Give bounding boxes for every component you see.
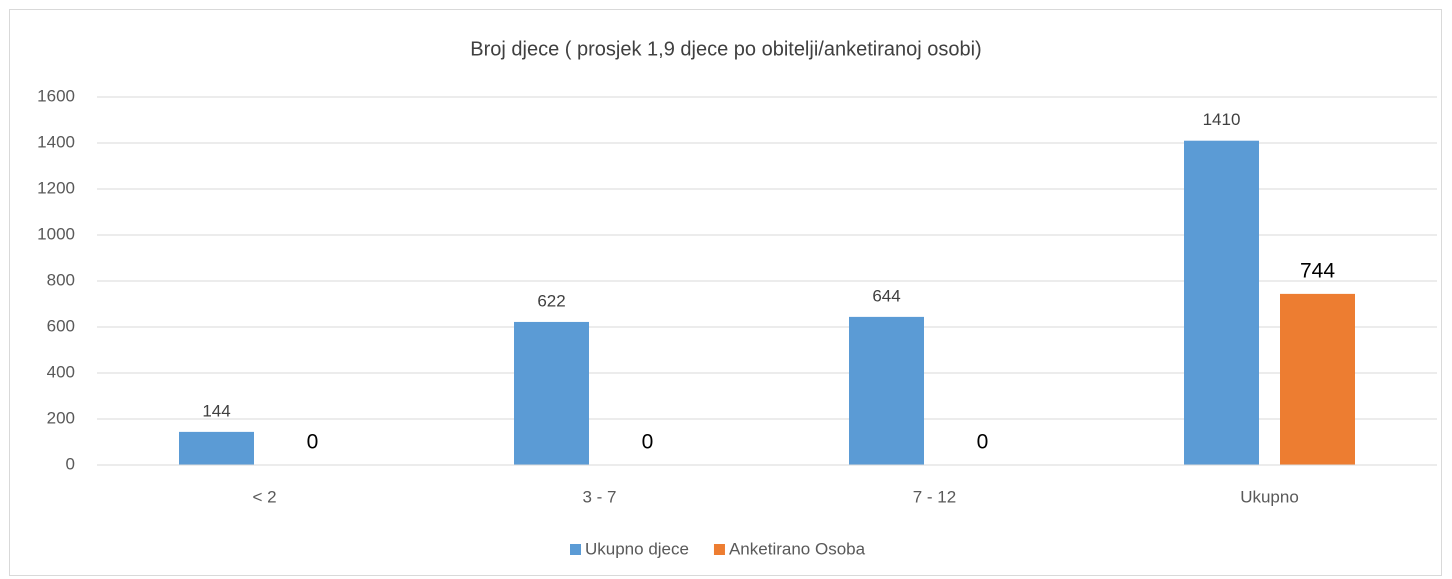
x-tick-label: 7 - 12	[913, 487, 956, 506]
chart-title: Broj djece ( prosjek 1,9 djece po obitel…	[470, 38, 981, 60]
y-tick-label: 400	[47, 362, 75, 381]
data-label: 0	[642, 431, 654, 454]
bar	[849, 316, 924, 465]
legend-label: Ukupno djece	[585, 539, 689, 558]
legend-label: Anketirano Osoba	[729, 539, 866, 558]
data-label: 622	[537, 291, 565, 310]
y-tick-label: 1400	[37, 132, 75, 151]
y-tick-label: 600	[47, 316, 75, 335]
data-label: 1410	[1203, 110, 1241, 129]
data-label: 644	[872, 286, 900, 305]
data-label: 744	[1300, 259, 1335, 282]
bar	[179, 431, 254, 465]
y-tick-label: 0	[66, 454, 75, 473]
bar	[514, 321, 589, 465]
bar	[1280, 293, 1355, 465]
y-tick-label: 800	[47, 270, 75, 289]
y-tick-label: 1600	[37, 86, 75, 105]
y-tick-label: 1200	[37, 178, 75, 197]
y-tick-label: 200	[47, 408, 75, 427]
x-tick-label: 3 - 7	[582, 487, 616, 506]
legend-swatch	[570, 544, 581, 555]
x-tick-label: < 2	[252, 487, 276, 506]
data-label: 144	[202, 401, 230, 420]
y-tick-label: 1000	[37, 224, 75, 243]
bar	[1184, 140, 1259, 465]
x-tick-label: Ukupno	[1240, 487, 1299, 506]
data-label: 0	[977, 431, 989, 454]
legend-swatch	[713, 544, 725, 555]
data-label: 0	[307, 431, 319, 454]
